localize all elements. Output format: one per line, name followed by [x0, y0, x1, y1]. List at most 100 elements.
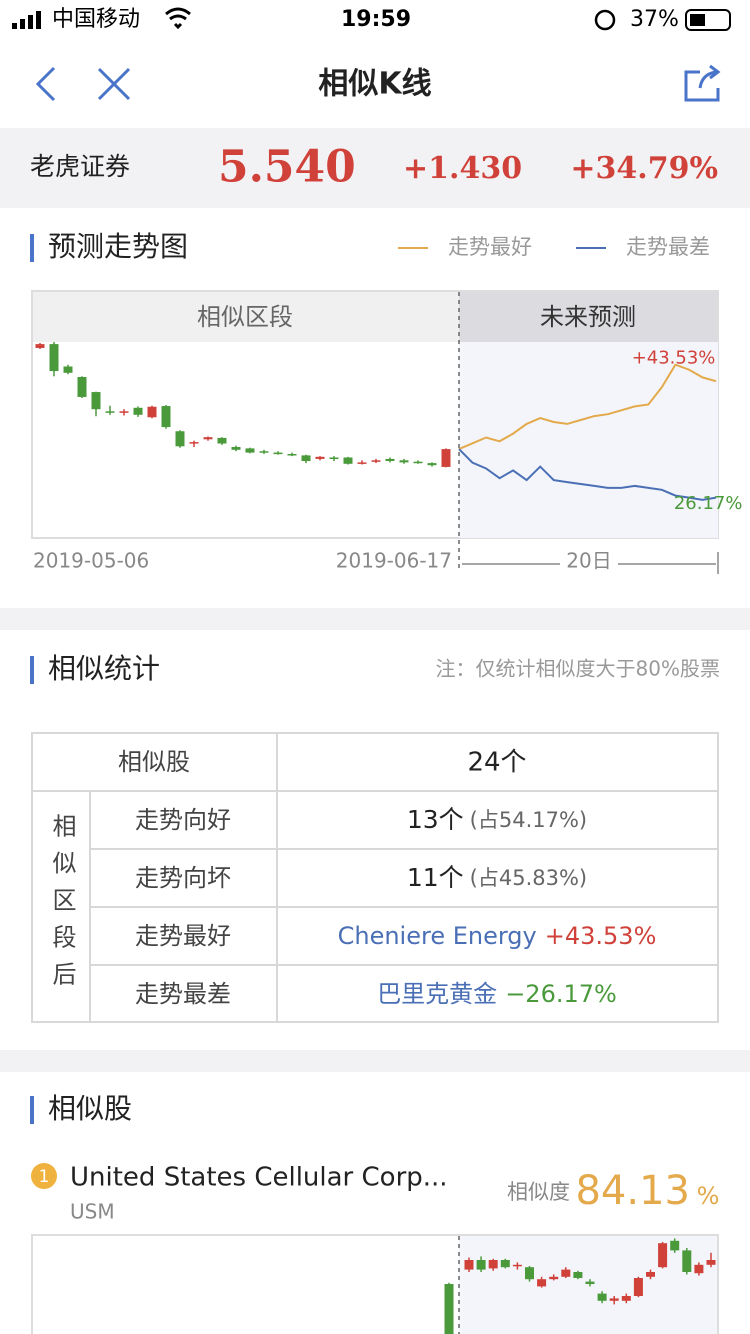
candle-body: [658, 1243, 668, 1268]
candle-body: [63, 366, 73, 373]
forecast-area: [459, 1236, 717, 1334]
candle-body: [694, 1264, 704, 1274]
signal: [20, 19, 25, 29]
row-value: 13个 (占54.17%): [407, 805, 587, 834]
candle-body: [133, 407, 143, 415]
nav-title: 相似K线: [318, 67, 431, 102]
candle-body: [512, 1264, 522, 1267]
back-button[interactable]: [35, 66, 56, 102]
stock-code: USM: [70, 1200, 115, 1224]
separator: [0, 1050, 750, 1072]
candle-body: [537, 1279, 547, 1287]
candle-body: [585, 1281, 595, 1284]
candle-body: [49, 344, 59, 372]
candle-body: [561, 1269, 571, 1277]
stock-name[interactable]: United States Cellular Corp...: [70, 1163, 448, 1193]
similarity-label: 相似度: [507, 1180, 570, 1204]
chart-header: 未来预测: [540, 303, 636, 331]
share-button[interactable]: [684, 64, 721, 102]
battery-icon: [685, 9, 731, 31]
annotation: 26.17%: [674, 493, 743, 514]
stock-link[interactable]: Cheniere Energy: [338, 922, 537, 950]
section-title: 相似股: [48, 1092, 132, 1125]
change: +43.53%: [545, 922, 657, 950]
forecast-line: [458, 363, 717, 451]
chart-header: 相似区段: [197, 303, 293, 331]
battery-level: [690, 14, 705, 26]
candle-body: [371, 460, 381, 462]
candle-body: [488, 1260, 498, 1269]
candle-body: [525, 1267, 534, 1280]
stock-link[interactable]: 巴里克黄金: [377, 980, 497, 1008]
candle-body: [357, 462, 367, 464]
similarity-unit: %: [697, 1182, 720, 1210]
candle-body: [413, 461, 423, 464]
row-label: 走势最差: [135, 980, 231, 1008]
candle-body: [273, 452, 283, 455]
candle-body: [329, 457, 339, 459]
lock-icon: [594, 9, 616, 31]
candle-body: [399, 460, 409, 463]
signal: [36, 11, 41, 29]
status-bar: 中国移动 19:59 37%: [12, 7, 731, 32]
similarity: 84.13: [575, 1168, 690, 1214]
forecast-line: [458, 448, 717, 501]
header-right: [459, 292, 717, 342]
candle-body: [500, 1260, 510, 1268]
wifi-icon: [165, 7, 191, 30]
time: 19:59: [341, 7, 411, 32]
section-marker: [30, 234, 34, 262]
mini-chart: [444, 1238, 716, 1334]
quote-bar: [0, 128, 750, 208]
section-title: 预测走势图: [48, 230, 188, 263]
candle-body: [217, 437, 227, 444]
section-marker: [30, 1096, 34, 1124]
signal: [12, 23, 17, 29]
candle-body: [646, 1272, 655, 1277]
stock-name: 老虎证券: [30, 152, 130, 181]
change: +1.430: [403, 151, 522, 186]
candle-body: [147, 406, 157, 418]
battery-text: 37%: [630, 7, 679, 32]
range-label: 20日: [566, 549, 611, 573]
candle-body: [682, 1250, 692, 1272]
note: 注：仅统计相似度大于80%股票: [436, 657, 720, 681]
signal: [28, 15, 33, 29]
candle-body: [231, 447, 241, 450]
count: 11个: [407, 863, 464, 892]
candle-body: [161, 406, 171, 428]
candle-body: [315, 456, 325, 459]
candle-body: [573, 1272, 583, 1278]
candle-body: [597, 1293, 607, 1301]
separator: [0, 608, 750, 630]
rank-badge: [31, 1163, 57, 1189]
candle-body: [427, 463, 437, 466]
candle-body: [385, 458, 395, 461]
candle-body: [301, 455, 311, 461]
share: (占54.17%): [470, 808, 587, 832]
rank: 1: [39, 1167, 50, 1187]
row-value: Cheniere Energy +43.53%: [338, 922, 657, 950]
change-pct: +34.79%: [570, 151, 718, 186]
candle-body: [476, 1260, 486, 1270]
count: 13个: [407, 805, 464, 834]
table-grid: [31, 732, 719, 1023]
candle-body: [621, 1296, 631, 1301]
candle-body: [287, 454, 297, 456]
table-cell: 相似股: [118, 748, 190, 776]
candle-body: [245, 448, 255, 453]
legend-label: 走势最差: [626, 235, 710, 259]
candle-body: [670, 1240, 680, 1251]
candle-body: [609, 1298, 619, 1301]
row-value: 11个 (占45.83%): [407, 863, 587, 892]
candle-body: [444, 1284, 454, 1334]
row-label: 走势最好: [135, 922, 231, 950]
table-cell: 24个: [467, 748, 526, 778]
candle-body: [343, 457, 353, 464]
change: −26.17%: [505, 980, 617, 1008]
close-button[interactable]: [97, 67, 131, 101]
section-title: 相似统计: [48, 652, 160, 685]
date-label: 2019-05-06: [33, 549, 149, 573]
